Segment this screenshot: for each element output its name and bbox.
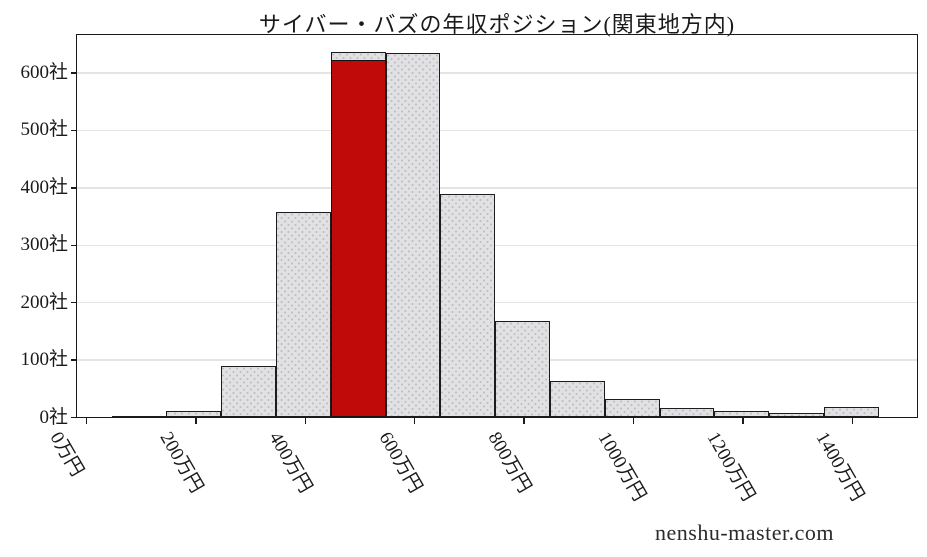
x-tick-label-text-0: 0万円 (45, 428, 88, 481)
histogram-bar-5 (385, 52, 441, 418)
x-tick-mark-1200 (742, 417, 744, 424)
x-tick-label-400: 400万円 (265, 426, 354, 497)
y-tick-mark-300 (70, 244, 76, 246)
y-tick-mark-400 (70, 187, 76, 189)
y-tick-label-300: 300社 (20, 234, 68, 256)
histogram-bar-3 (276, 211, 331, 418)
histogram-bar-1 (166, 410, 222, 418)
x-tick-label-1400: 1400万円 (812, 426, 910, 505)
x-tick-label-0: 0万円 (46, 426, 116, 481)
x-tick-label-text-1200: 1200万円 (702, 428, 759, 505)
highlight-bar (330, 60, 386, 418)
gridline-y-500 (75, 129, 918, 132)
x-tick-label-text-800: 800万円 (483, 428, 536, 497)
histogram-bar-7 (495, 321, 551, 418)
y-tick-mark-100 (70, 359, 76, 361)
y-tick-label-500: 500社 (20, 119, 68, 141)
y-tick-label-600: 600社 (20, 62, 68, 84)
x-tick-label-1200: 1200万円 (702, 426, 801, 505)
histogram-bar-13 (824, 407, 880, 418)
x-tick-mark-0 (85, 417, 88, 424)
y-tick-label-200: 200社 (20, 291, 68, 313)
y-tick-mark-500 (70, 129, 76, 132)
y-tick-label-100: 100社 (20, 349, 68, 371)
gridline-y-200 (75, 302, 918, 304)
x-tick-label-1000: 1000万円 (593, 426, 692, 505)
histogram-bar-9 (605, 398, 660, 418)
histogram-bar-0 (111, 415, 167, 418)
histogram-bar-2 (221, 365, 277, 418)
x-tick-mark-800 (523, 417, 525, 424)
x-tick-label-800: 800万円 (484, 426, 573, 497)
x-tick-label-text-600: 600万円 (374, 428, 426, 497)
histogram-bar-10 (659, 407, 715, 418)
chart-title: サイバー・バズの年収ポジション(関東地方内) (258, 12, 736, 37)
histogram-bar-8 (550, 381, 606, 418)
y-tick-mark-600 (70, 72, 76, 74)
x-tick-mark-200 (195, 417, 197, 424)
histogram-bar-6 (440, 193, 496, 418)
histogram-bar-12 (769, 413, 825, 418)
x-tick-label-text-400: 400万円 (264, 428, 317, 497)
x-tick-mark-600 (413, 417, 416, 424)
x-tick-mark-1400 (851, 417, 854, 424)
y-tick-mark-0 (70, 416, 76, 419)
y-tick-mark-200 (70, 301, 76, 304)
x-tick-label-text-1000: 1000万円 (592, 428, 650, 505)
y-tick-label-0: 0社 (39, 406, 68, 428)
watermark: nenshu-master.com (655, 520, 834, 545)
gridline-y-600 (75, 72, 918, 74)
x-tick-mark-400 (304, 417, 306, 424)
x-tick-label-text-1400: 1400万円 (811, 428, 869, 505)
y-tick-label-400: 400社 (20, 176, 68, 198)
x-tick-label-200: 200万円 (155, 426, 245, 497)
x-tick-label-text-200: 200万円 (155, 428, 207, 497)
x-tick-label-600: 600万円 (374, 426, 464, 497)
gridline-y-400 (75, 187, 918, 189)
gridline-y-300 (75, 244, 918, 246)
x-tick-mark-1000 (632, 417, 635, 424)
